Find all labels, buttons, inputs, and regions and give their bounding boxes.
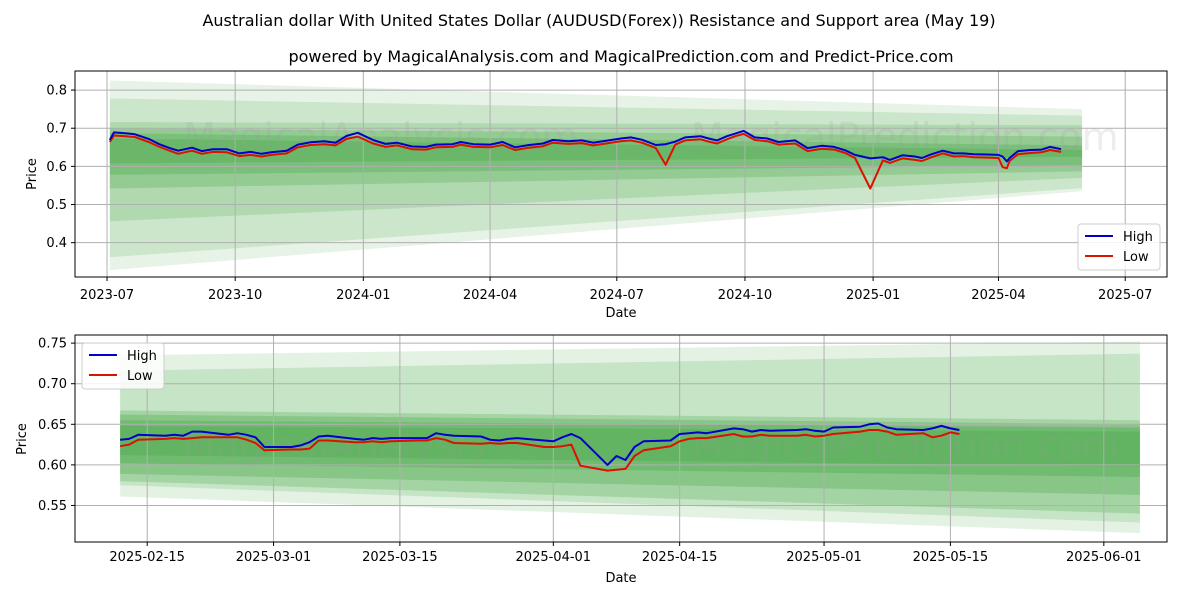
y-tick-label: 0.5	[46, 198, 67, 213]
y-tick-label: 0.55	[38, 499, 67, 514]
x-tick-label: 2025-06-01	[1066, 550, 1142, 565]
top-grid	[75, 71, 1167, 277]
x-tick-label: 2025-04-01	[516, 550, 592, 565]
high-series-line	[108, 129, 1062, 163]
top-x-axis-label: Date	[605, 306, 636, 321]
top-y-axis-label: Price	[25, 158, 40, 190]
low-series-line	[119, 429, 960, 472]
bottom-axes-frame	[74, 334, 1168, 543]
x-tick-label: 2024-10	[718, 288, 772, 303]
y-tick-label: 0.70	[38, 377, 67, 392]
bottom-axis-ticks: 2025-02-15 2025-03-01 2025-03-15 2025-04-01…	[38, 337, 1142, 565]
x-tick-label: 2025-04-15	[642, 550, 718, 565]
y-tick-label: 0.7	[46, 122, 67, 137]
top-axis-ticks: 2023-07 2023-10 2024-01 2024-04 2024-07 2024-…	[46, 84, 1152, 303]
bottom-legend-high-label: High	[127, 349, 157, 364]
support-resistance-band	[109, 133, 1083, 175]
top-legend-low-label: Low	[1123, 250, 1149, 265]
low-series-line	[108, 132, 1062, 190]
x-tick-label: 2025-01	[846, 288, 900, 303]
x-tick-label: 2024-01	[336, 288, 390, 303]
y-tick-label: 0.4	[46, 236, 67, 251]
x-tick-label: 2024-04	[463, 288, 517, 303]
x-tick-label: 2023-07	[80, 288, 134, 303]
support-resistance-band	[120, 353, 1140, 523]
x-tick-label: 2023-10	[208, 288, 262, 303]
bottom-legend: High Low	[81, 342, 165, 390]
top-price-lines	[108, 129, 1062, 190]
x-tick-label: 2025-05-01	[786, 550, 862, 565]
top-legend-high-label: High	[1123, 230, 1153, 245]
bottom-y-axis-label: Price	[15, 423, 30, 455]
x-tick-label: 2025-04	[971, 288, 1025, 303]
bottom-price-lines	[119, 422, 960, 472]
bottom-chart: MagicalAnalysis.com MagicalPrediction.com…	[15, 334, 1168, 586]
watermark-text: MagicalAnalysis.com	[183, 423, 578, 467]
support-resistance-band	[120, 420, 1140, 478]
top-axes-frame	[74, 70, 1168, 278]
bottom-legend-low-label: Low	[127, 369, 153, 384]
support-resistance-band	[109, 138, 1083, 164]
chart-title: Australian dollar With United States Dol…	[202, 11, 995, 30]
x-tick-label: 2025-02-15	[109, 550, 185, 565]
y-tick-label: 0.60	[38, 458, 67, 473]
bottom-grid	[75, 335, 1167, 542]
y-tick-label: 0.8	[46, 84, 67, 99]
x-tick-label: 2025-05-15	[913, 550, 989, 565]
y-tick-label: 0.65	[38, 418, 67, 433]
chart-subtitle: powered by MagicalAnalysis.com and Magic…	[288, 47, 953, 66]
support-resistance-band	[109, 122, 1083, 222]
x-tick-label: 2025-03-15	[362, 550, 438, 565]
support-resistance-band	[120, 341, 1140, 534]
support-resistance-band	[120, 425, 1140, 467]
y-tick-label: 0.6	[46, 160, 67, 175]
y-tick-label: 0.75	[38, 337, 67, 352]
support-resistance-band	[109, 128, 1083, 189]
top-legend: High Low	[1077, 223, 1161, 271]
top-chart: MagicalAnalysis.com MagicalPrediction.com…	[25, 70, 1168, 321]
bottom-x-axis-label: Date	[605, 571, 636, 586]
bottom-watermark: MagicalAnalysis.com MagicalPrediction.com	[183, 423, 1119, 467]
x-tick-label: 2024-07	[590, 288, 644, 303]
x-tick-label: 2025-07	[1098, 288, 1152, 303]
high-series-line	[120, 422, 960, 466]
x-tick-label: 2025-03-01	[236, 550, 312, 565]
